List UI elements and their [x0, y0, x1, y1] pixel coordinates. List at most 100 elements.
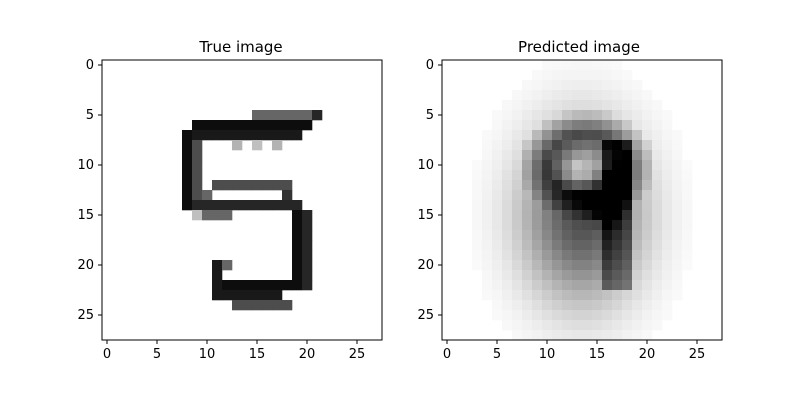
- pixel-cell: [672, 250, 683, 261]
- pixel-cell: [542, 200, 553, 211]
- pixel-cell: [602, 140, 613, 151]
- y-tick-label: 5: [426, 108, 434, 123]
- pixel-cell: [182, 180, 193, 191]
- pixel-cell: [642, 170, 653, 181]
- pixel-cell: [652, 180, 663, 191]
- pixel-cell: [282, 190, 293, 201]
- pixel-cell: [472, 160, 483, 171]
- pixel-cell: [612, 200, 623, 211]
- pixel-cell: [622, 240, 633, 251]
- pixel-cell: [482, 250, 493, 261]
- x-tick-label: 25: [689, 347, 706, 362]
- pixel-cell: [212, 290, 223, 301]
- pixel-cell: [622, 260, 633, 271]
- pixel-cell: [632, 120, 643, 131]
- pixel-cell: [202, 190, 213, 201]
- pixel-cell: [212, 200, 223, 211]
- pixel-cell: [232, 300, 243, 311]
- pixel-cell: [612, 260, 623, 271]
- pixel-cell: [582, 330, 593, 341]
- pixel-cell: [272, 300, 283, 311]
- pixel-cell: [552, 320, 563, 331]
- pixel-cell: [622, 170, 633, 181]
- pixel-cell: [672, 180, 683, 191]
- pixel-cell: [652, 210, 663, 221]
- pixel-cell: [232, 280, 243, 291]
- pixel-cell: [542, 250, 553, 261]
- pixel-cell: [622, 110, 633, 121]
- pixel-cell: [572, 130, 583, 141]
- pixel-cell: [572, 330, 583, 341]
- pixel-cell: [642, 180, 653, 191]
- pixel-cell: [592, 90, 603, 101]
- pixel-cell: [282, 110, 293, 121]
- pixel-cell: [202, 130, 213, 141]
- pixel-cell: [572, 170, 583, 181]
- pixel-cell: [542, 260, 553, 271]
- pixel-cell: [592, 150, 603, 161]
- pixel-cell: [552, 110, 563, 121]
- pixel-cell: [582, 250, 593, 261]
- pixel-cell: [502, 130, 513, 141]
- pixel-cell: [622, 200, 633, 211]
- pixel-cell: [682, 160, 693, 171]
- pixel-cell: [592, 270, 603, 281]
- pixel-cell: [492, 290, 503, 301]
- pixel-cell: [602, 270, 613, 281]
- pixel-cell: [542, 120, 553, 131]
- pixel-cell: [672, 130, 683, 141]
- pixel-cell: [602, 70, 613, 81]
- pixel-cell: [632, 200, 643, 211]
- pixel-cell: [562, 130, 573, 141]
- pixel-cell: [502, 310, 513, 321]
- pixel-cell: [662, 300, 673, 311]
- pixel-cell: [652, 120, 663, 131]
- pixel-cell: [582, 310, 593, 321]
- pixel-cell: [612, 250, 623, 261]
- pixel-cell: [652, 220, 663, 231]
- pixel-cell: [672, 150, 683, 161]
- pixel-cell: [512, 120, 523, 131]
- pixel-cell: [562, 110, 573, 121]
- pixel-cell: [192, 120, 203, 131]
- pixel-cell: [292, 120, 303, 131]
- pixel-cell: [522, 130, 533, 141]
- pixel-cell: [632, 260, 643, 271]
- y-tick-label: 25: [77, 308, 94, 323]
- pixel-cell: [292, 130, 303, 141]
- pixel-cell: [572, 210, 583, 221]
- pixel-cell: [592, 60, 603, 71]
- pixel-cell: [642, 310, 653, 321]
- pixel-cell: [542, 310, 553, 321]
- pixel-cell: [552, 290, 563, 301]
- pixel-cell: [222, 130, 233, 141]
- pixel-cell: [512, 330, 523, 341]
- pixel-cell: [602, 230, 613, 241]
- pixel-cell: [662, 120, 673, 131]
- pixel-cell: [262, 130, 273, 141]
- pixel-cell: [582, 210, 593, 221]
- pixel-cell: [662, 210, 673, 221]
- pixel-cell: [552, 170, 563, 181]
- pixel-cell: [592, 110, 603, 121]
- x-tick-label: 0: [443, 347, 451, 362]
- pixel-cell: [572, 290, 583, 301]
- pixel-cell: [592, 210, 603, 221]
- pixel-cell: [672, 230, 683, 241]
- pixel-cell: [482, 290, 493, 301]
- pixel-cell: [662, 150, 673, 161]
- pixel-cell: [472, 240, 483, 251]
- pixel-cell: [602, 260, 613, 271]
- pixel-cell: [572, 310, 583, 321]
- pixel-cell: [222, 290, 233, 301]
- pixel-cell: [662, 240, 673, 251]
- pixel-cell: [492, 250, 503, 261]
- x-tick-label: 5: [493, 347, 501, 362]
- pixel-cell: [562, 300, 573, 311]
- pixel-cell: [472, 250, 483, 261]
- pixel-cell: [472, 170, 483, 181]
- pixel-cell: [572, 60, 583, 71]
- pixel-cell: [482, 150, 493, 161]
- pixel-cell: [602, 280, 613, 291]
- pixel-cell: [512, 190, 523, 201]
